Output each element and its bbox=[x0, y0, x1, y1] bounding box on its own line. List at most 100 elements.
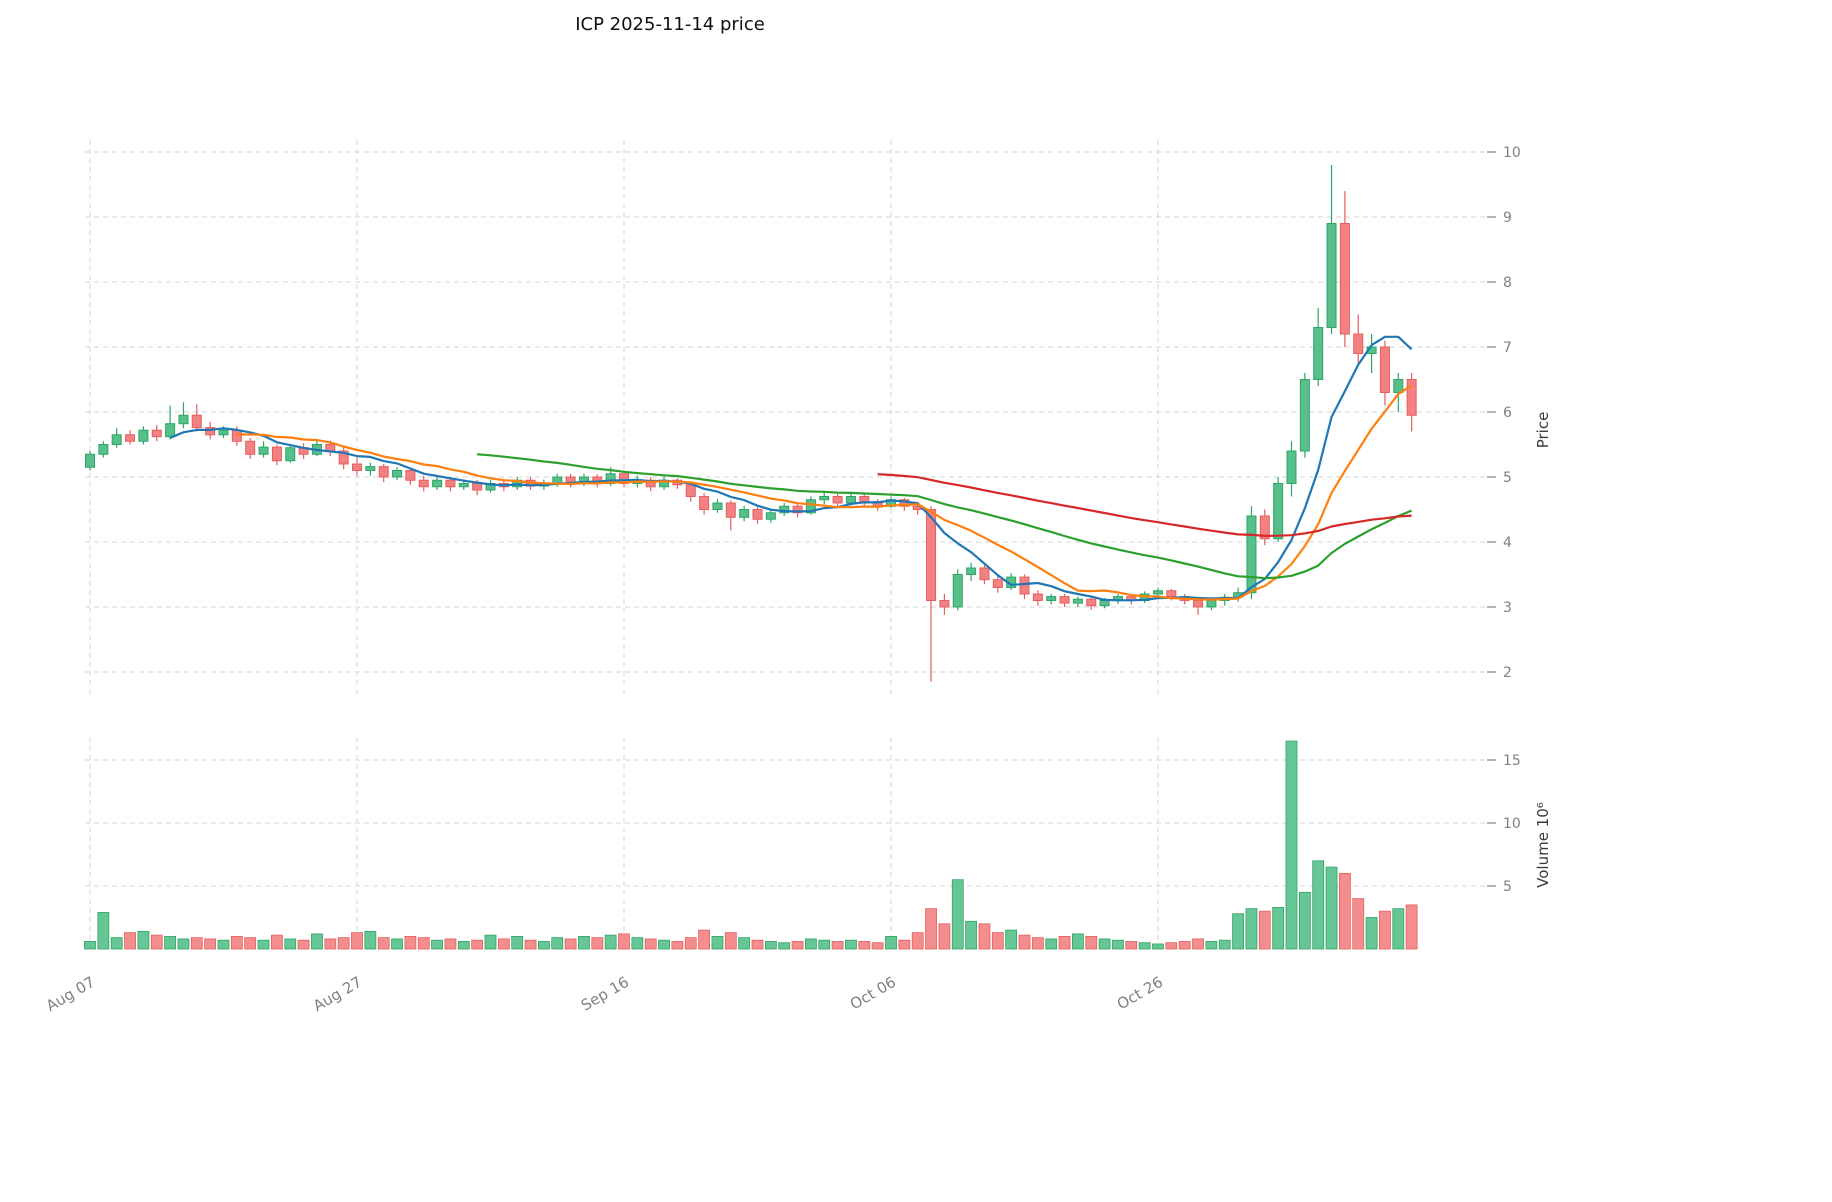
candle-body bbox=[258, 446, 269, 455]
candle-body bbox=[752, 509, 763, 520]
candle-body bbox=[792, 505, 803, 514]
x-tick-label: Oct 06 bbox=[847, 973, 899, 1013]
volume-bar bbox=[618, 933, 630, 950]
candle-body bbox=[1193, 600, 1204, 608]
candle-body bbox=[111, 434, 122, 445]
sma-30-line bbox=[477, 453, 1413, 580]
x-tick-label: Sep 16 bbox=[578, 973, 632, 1015]
axis-ticks: 2 3 4 5 6 7 8 9 10 5 10 15 Aug 07 Aug 27 Sep 16 Oct 06 O… bbox=[43, 145, 1521, 1015]
volume-bar bbox=[444, 938, 457, 950]
volume-tick-label: 15 bbox=[1503, 753, 1521, 769]
candle-body bbox=[472, 483, 483, 491]
volume-bar bbox=[965, 920, 977, 950]
candle-body bbox=[725, 502, 736, 518]
candle-body bbox=[779, 505, 790, 514]
grid bbox=[85, 140, 1485, 949]
volume-bar bbox=[778, 942, 791, 950]
volume-bar bbox=[391, 938, 403, 950]
volume-bar bbox=[1245, 908, 1258, 950]
volume-bar bbox=[284, 938, 297, 950]
price-tick-label: 2 bbox=[1503, 665, 1512, 681]
volume-bar bbox=[1192, 938, 1204, 950]
volume-bar bbox=[1165, 942, 1178, 950]
volume-bar bbox=[177, 938, 190, 950]
volume-bar bbox=[1152, 943, 1164, 950]
volume-bar bbox=[805, 938, 817, 950]
price-tick-label: 8 bbox=[1503, 275, 1512, 291]
volume-bar bbox=[1218, 939, 1231, 950]
volume-bar bbox=[457, 941, 470, 950]
volume-bar bbox=[124, 932, 136, 950]
volume-bar bbox=[578, 936, 590, 950]
candle-body bbox=[1406, 379, 1417, 416]
candle-body bbox=[1086, 598, 1097, 607]
volume-bar bbox=[591, 937, 604, 950]
candle-body bbox=[952, 574, 963, 608]
candle-body bbox=[1153, 590, 1163, 595]
candle-body bbox=[979, 567, 990, 581]
price-tick-label: 5 bbox=[1503, 470, 1512, 486]
volume-bar bbox=[738, 937, 751, 950]
candle-body bbox=[1393, 379, 1404, 393]
volume-bar bbox=[204, 938, 217, 950]
candle-body bbox=[1339, 223, 1350, 335]
candle-body bbox=[926, 509, 937, 601]
price-tick-label: 7 bbox=[1503, 340, 1512, 356]
candle-body bbox=[445, 479, 456, 488]
volume-bar bbox=[1125, 941, 1138, 950]
candle-body bbox=[165, 423, 176, 438]
candle-body bbox=[352, 463, 362, 471]
candle-body bbox=[218, 429, 229, 436]
price-tick-label: 6 bbox=[1503, 405, 1512, 421]
candle-body bbox=[205, 427, 216, 436]
volume-bar bbox=[1205, 941, 1218, 950]
volume-bar bbox=[938, 923, 951, 950]
volume-bar bbox=[658, 939, 670, 950]
volume-bar bbox=[1405, 904, 1418, 950]
volume-bar bbox=[831, 941, 844, 950]
candle-body bbox=[966, 567, 977, 575]
candle-body bbox=[685, 484, 696, 497]
volume-bar bbox=[951, 879, 964, 950]
volume-bar bbox=[244, 937, 257, 950]
candle-body bbox=[271, 446, 282, 462]
volume-bar bbox=[1298, 891, 1311, 950]
price-tick-label: 10 bbox=[1503, 145, 1521, 161]
candle-body bbox=[845, 496, 856, 504]
volume-bar bbox=[564, 938, 577, 950]
candle-body bbox=[178, 414, 189, 425]
volume-bar bbox=[1072, 933, 1084, 950]
volume-axis-label: Volume 10⁶ bbox=[1534, 802, 1552, 888]
volume-bar bbox=[1005, 929, 1018, 950]
candle-body bbox=[1206, 600, 1217, 608]
x-tick-label: Aug 07 bbox=[43, 973, 98, 1015]
volume-tick-label: 10 bbox=[1503, 816, 1521, 832]
volume-bar bbox=[417, 937, 430, 950]
x-tick-label: Aug 27 bbox=[310, 973, 365, 1015]
volume-bar bbox=[1058, 936, 1071, 950]
candle-body bbox=[1379, 346, 1390, 393]
candle-body bbox=[231, 429, 242, 442]
candle-body bbox=[392, 470, 403, 478]
volume-bar bbox=[1365, 917, 1378, 950]
volume-bar bbox=[364, 930, 377, 950]
volume-bar bbox=[137, 930, 150, 950]
candle-body bbox=[418, 479, 429, 488]
volume-bar bbox=[911, 932, 924, 950]
volume-bar bbox=[217, 939, 230, 950]
volume-bar bbox=[978, 923, 991, 950]
volume-bar bbox=[1085, 936, 1098, 950]
candle-body bbox=[85, 453, 95, 468]
volume-bar bbox=[484, 934, 497, 950]
volume-bar bbox=[764, 941, 777, 950]
candles bbox=[85, 165, 1417, 682]
chart-title: ICP 2025-11-14 price bbox=[575, 14, 765, 35]
candle-body bbox=[365, 466, 376, 472]
volume-bar bbox=[551, 937, 564, 950]
candle-body bbox=[712, 502, 723, 510]
candle-body bbox=[805, 499, 816, 514]
volume-bar bbox=[724, 932, 737, 950]
candle-body bbox=[1273, 483, 1284, 540]
volume-bar bbox=[1232, 913, 1244, 950]
